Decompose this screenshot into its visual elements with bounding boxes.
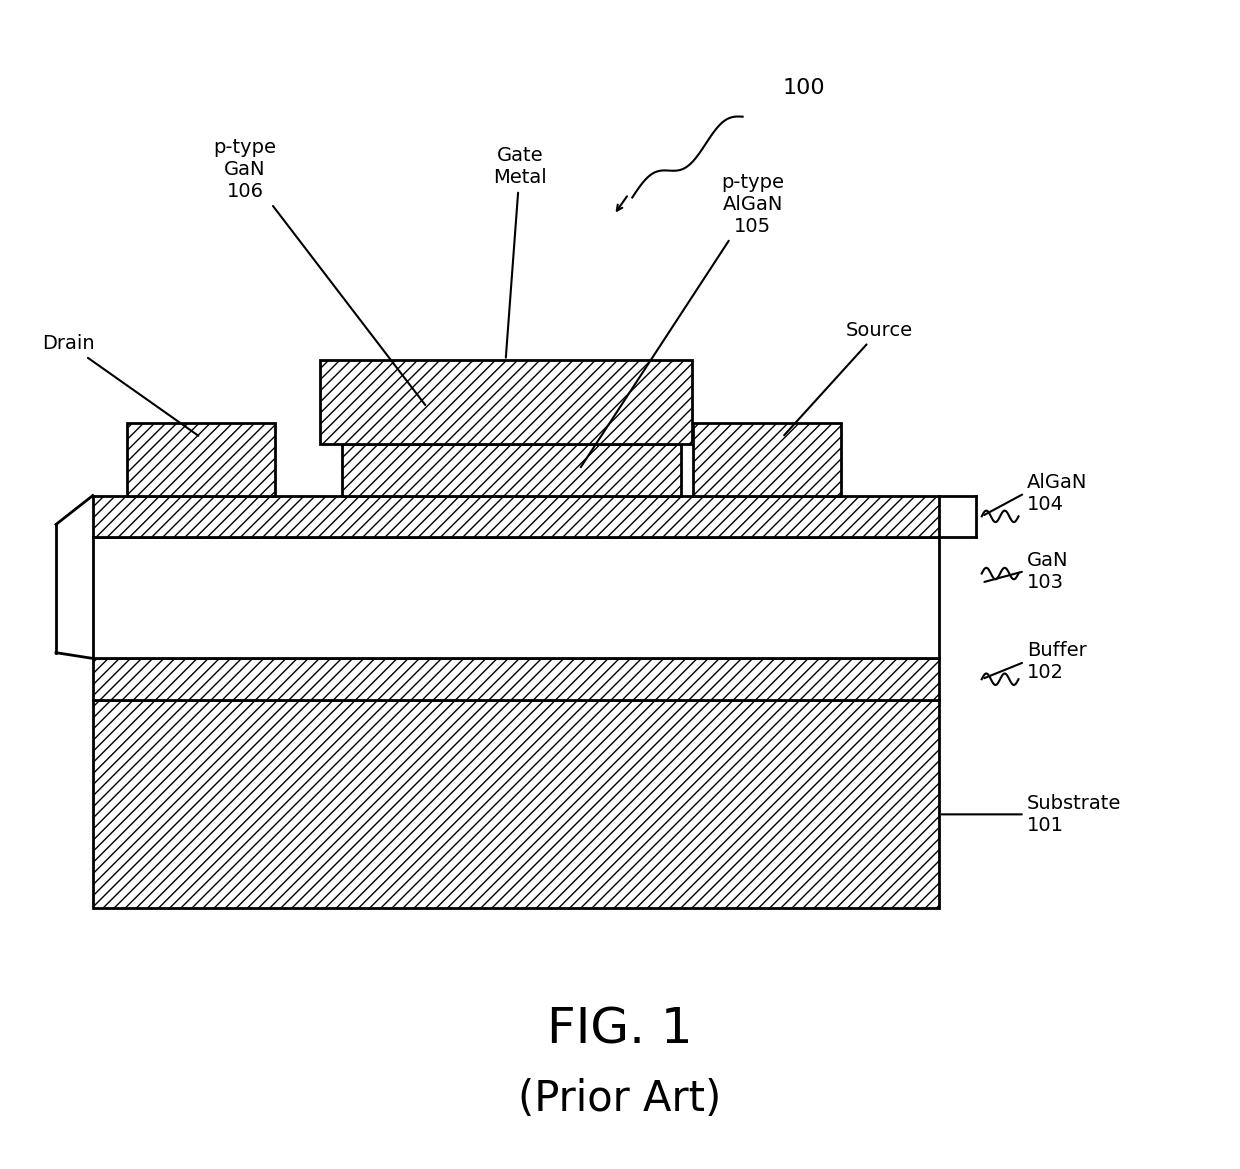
Text: Drain: Drain: [42, 334, 198, 436]
Text: p-type
GaN
106: p-type GaN 106: [213, 138, 425, 404]
Text: Substrate
101: Substrate 101: [1027, 794, 1121, 835]
Bar: [93, 537, 939, 658]
Bar: [693, 423, 842, 496]
Text: p-type
AlGaN
105: p-type AlGaN 105: [580, 173, 784, 468]
Text: (Prior Art): (Prior Art): [518, 1078, 722, 1120]
Text: 100: 100: [782, 78, 826, 98]
Bar: [368, 371, 486, 443]
Text: Source: Source: [784, 320, 913, 435]
Text: FIG. 1: FIG. 1: [547, 1005, 693, 1053]
Bar: [93, 658, 939, 700]
Bar: [93, 496, 939, 537]
Bar: [342, 443, 681, 496]
Bar: [126, 423, 275, 496]
Text: AlGaN
104: AlGaN 104: [1027, 472, 1087, 513]
Text: GaN
103: GaN 103: [1027, 551, 1069, 592]
Text: Gate
Metal: Gate Metal: [494, 146, 547, 358]
Bar: [320, 360, 692, 443]
Bar: [93, 700, 939, 908]
Text: Buffer
102: Buffer 102: [1027, 642, 1086, 683]
